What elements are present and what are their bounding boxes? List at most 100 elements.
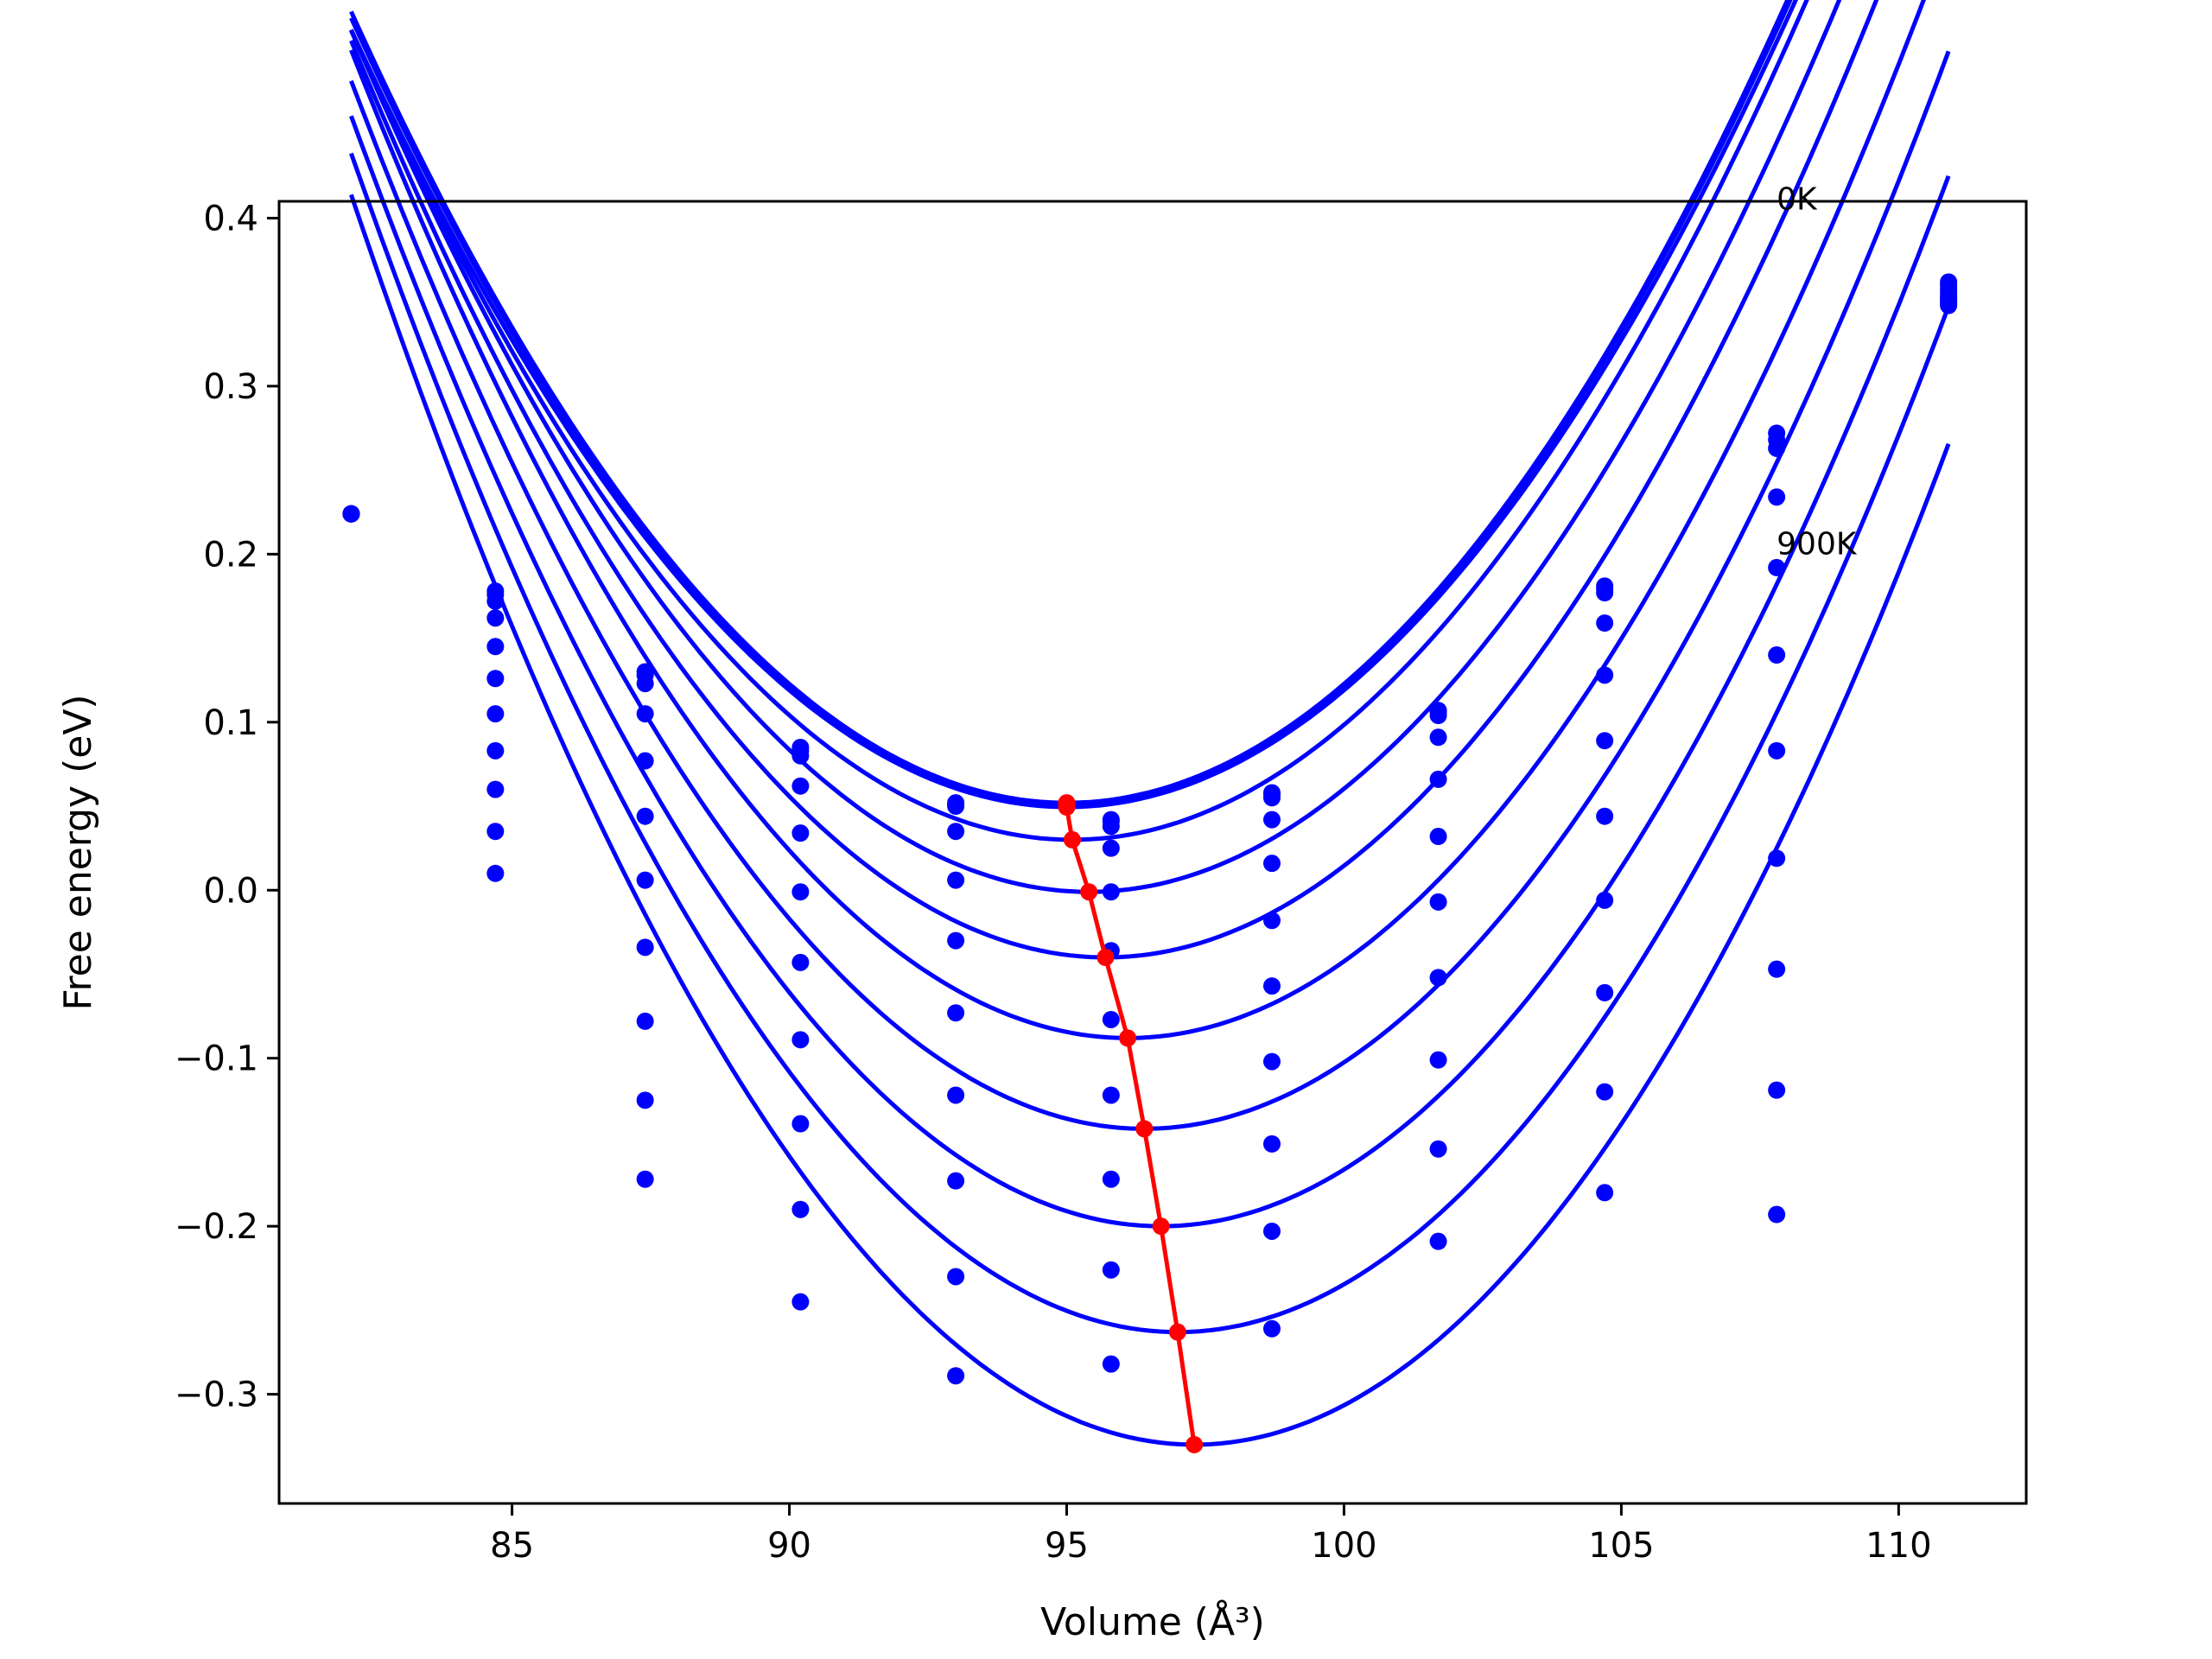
- minimum-point-6: [1119, 1029, 1137, 1047]
- minima-series: [1058, 794, 1204, 1453]
- data-point-2-9: [1768, 439, 1786, 457]
- fit-curve-1000K: [349, 194, 1951, 1447]
- plot-frame: [277, 200, 2028, 1505]
- data-point-6-9: [1768, 741, 1786, 760]
- data-point-8-3: [791, 1115, 810, 1133]
- data-point-9-6: [1263, 1222, 1281, 1240]
- y-tick-label: −0.1: [175, 1039, 258, 1079]
- annotation-900k: 900K: [1777, 526, 1858, 562]
- data-point-4-5: [1102, 883, 1120, 901]
- data-point-8-4: [947, 1172, 965, 1190]
- data-point-10-2: [636, 1170, 654, 1188]
- fit-curve-900K: [349, 152, 1951, 1335]
- x-axis-title: Volume (Å³): [1040, 1599, 1265, 1644]
- data-point-9-1: [486, 823, 505, 841]
- data-point-7-8: [1596, 891, 1614, 909]
- data-point-8-8: [1596, 983, 1614, 1001]
- fit-curve-600K: [349, 0, 1926, 1040]
- data-point-10-0: [342, 505, 360, 523]
- data-point-7-3: [791, 1031, 810, 1049]
- minimum-point-9: [1168, 1323, 1186, 1341]
- data-point-7-1: [486, 741, 505, 760]
- y-tick-label: −0.2: [175, 1207, 258, 1247]
- x-tick-label: 110: [1866, 1526, 1931, 1566]
- minimum-point-7: [1135, 1120, 1154, 1138]
- data-point-10-8: [1596, 1184, 1614, 1202]
- data-point-2-4: [947, 798, 965, 816]
- minimum-point-10: [1185, 1435, 1204, 1453]
- data-point-3-8: [1596, 614, 1614, 632]
- data-point-5-2: [636, 807, 654, 825]
- y-tick-label: 0.0: [203, 871, 258, 911]
- data-point-7-4: [947, 1086, 965, 1104]
- data-point-2-6: [1263, 789, 1281, 807]
- x-tick-label: 85: [490, 1526, 534, 1566]
- data-point-9-7: [1429, 1140, 1447, 1158]
- data-point-4-1: [486, 638, 505, 656]
- fit-curve-400K: [349, 0, 1842, 894]
- data-point-6-5: [1102, 1010, 1120, 1028]
- fit-curves: [349, 0, 1951, 1447]
- data-point-10-10: [1940, 296, 1958, 315]
- data-point-2-2: [636, 675, 654, 693]
- minimum-point-8: [1152, 1217, 1170, 1236]
- data-point-8-5: [1102, 1170, 1120, 1188]
- data-point-8-9: [1768, 960, 1786, 978]
- y-tick-label: −0.3: [175, 1376, 258, 1415]
- data-point-8-7: [1429, 1051, 1447, 1069]
- data-point-9-8: [1596, 1083, 1614, 1101]
- data-point-10-3: [791, 1293, 810, 1311]
- x-axis-ticks: 85 90 95 100 105 110: [490, 1503, 1932, 1566]
- data-point-6-4: [947, 1004, 965, 1022]
- data-point-9-2: [636, 1091, 654, 1109]
- fit-curve-300K: [349, 0, 1809, 842]
- data-point-2-3: [791, 747, 810, 765]
- data-point-5-7: [1429, 828, 1447, 846]
- data-point-5-9: [1768, 646, 1786, 664]
- data-point-4-9: [1768, 558, 1786, 576]
- x-tick-label: 100: [1311, 1526, 1376, 1566]
- annotation-0k: 0K: [1777, 182, 1818, 218]
- data-point-7-6: [1263, 1052, 1281, 1071]
- data-point-2-5: [1102, 817, 1120, 836]
- x-tick-label: 105: [1588, 1526, 1654, 1566]
- data-point-6-6: [1263, 977, 1281, 995]
- data-point-3-7: [1429, 728, 1447, 747]
- data-point-7-7: [1429, 969, 1447, 987]
- fit-curve-800K: [349, 115, 1951, 1229]
- data-point-2-1: [486, 592, 505, 610]
- data-point-10-6: [1263, 1319, 1281, 1338]
- data-point-4-2: [636, 752, 654, 770]
- y-axis-title: Free energy (eV): [56, 694, 100, 1010]
- y-tick-label: 0.4: [203, 199, 258, 238]
- y-tick-label: 0.2: [203, 535, 258, 575]
- data-point-7-2: [636, 938, 654, 957]
- y-axis-ticks: −0.3 −0.2 −0.1 0.0 0.1 0.2 0.3 0.4: [175, 199, 279, 1415]
- data-point-2-8: [1596, 584, 1614, 602]
- data-point-6-1: [486, 705, 505, 723]
- fit-curve-200K: [349, 0, 1798, 810]
- data-point-10-7: [1429, 1232, 1447, 1250]
- y-tick-label: 0.3: [203, 367, 258, 407]
- data-point-10-5: [1102, 1355, 1120, 1373]
- data-point-10-4: [947, 1367, 965, 1385]
- minimum-point-5: [1096, 949, 1115, 967]
- y-tick-label: 0.1: [203, 703, 258, 743]
- data-point-8-2: [636, 1012, 654, 1030]
- data-point-6-2: [636, 871, 654, 889]
- data-point-8-6: [1263, 1135, 1281, 1153]
- data-point-9-5: [1102, 1261, 1120, 1279]
- data-point-4-3: [791, 824, 810, 842]
- data-point-9-3: [791, 1200, 810, 1218]
- data-point-7-5: [1102, 1086, 1120, 1104]
- minimum-point-4: [1080, 883, 1098, 901]
- data-point-4-8: [1596, 666, 1614, 684]
- data-point-5-3: [791, 883, 810, 901]
- data-point-3-2: [636, 705, 654, 723]
- data-point-5-4: [947, 931, 965, 950]
- data-point-3-4: [947, 823, 965, 841]
- data-point-6-7: [1429, 893, 1447, 911]
- data-point-5-6: [1263, 912, 1281, 930]
- fit-curve-100K: [349, 0, 1793, 806]
